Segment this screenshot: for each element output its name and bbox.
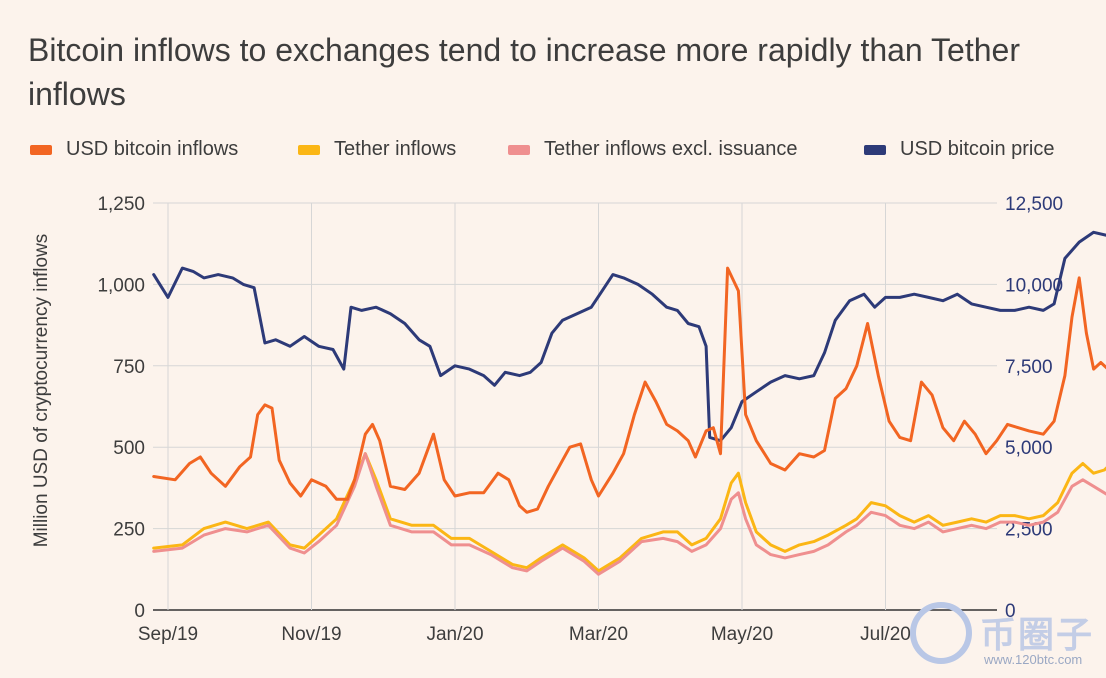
legend-item-tether-inflows-excl-issuance[interactable]: Tether inflows excl. issuance <box>508 138 797 161</box>
watermark-url: www.120btc.com <box>984 652 1083 667</box>
y-tick-label-right: 7,500 <box>1005 357 1053 378</box>
legend-item-tether-inflows[interactable]: Tether inflows <box>298 138 456 161</box>
watermark-text: 币圈子 <box>980 614 1095 655</box>
legend-item-usd-bitcoin-price[interactable]: USD bitcoin price <box>864 138 1055 161</box>
x-tick-label: Nov/19 <box>281 624 341 645</box>
y-tick-label-left: 1,250 <box>97 194 145 215</box>
legend-item-usd-bitcoin-inflows[interactable]: USD bitcoin inflows <box>30 138 238 161</box>
x-tick-label: Jan/20 <box>426 624 483 645</box>
y-tick-label-left: 250 <box>113 520 145 541</box>
y-tick-label-right: 2,500 <box>1005 520 1053 541</box>
legend: USD bitcoin inflows Tether inflows Tethe… <box>0 138 1106 168</box>
y-tick-label-left: 500 <box>113 438 145 459</box>
legend-swatch <box>508 144 530 155</box>
y-tick-label-right: 5,000 <box>1005 438 1053 459</box>
x-tick-label: Mar/20 <box>569 624 628 645</box>
y-tick-label-right: 0 <box>1005 601 1016 622</box>
x-tick-label: May/20 <box>711 624 773 645</box>
x-tick-label: Jul/20 <box>860 624 911 645</box>
series-line-usd-bitcoin-inflows <box>152 266 1106 514</box>
legend-swatch <box>864 144 886 155</box>
chart-title: Bitcoin inflows to exchanges tend to inc… <box>28 32 1020 112</box>
series-line-usd-bitcoin-price <box>152 230 1106 443</box>
legend-label: USD bitcoin price <box>900 138 1055 160</box>
legend-swatch <box>298 144 320 155</box>
y-tick-label-left: 0 <box>134 601 145 622</box>
y-axis-title: Million USD of cryptocurrency inflows <box>31 234 52 548</box>
watermark-logo-icon <box>910 602 972 664</box>
legend-label: Tether inflows <box>334 138 457 160</box>
series-line-tether-inflows-excl-issuance <box>152 452 1106 576</box>
y-tick-label-left: 750 <box>113 357 145 378</box>
y-tick-label-right: 12,500 <box>1005 194 1063 215</box>
x-tick-label: Sep/19 <box>138 624 198 645</box>
y-tick-label-left: 1,000 <box>97 275 145 296</box>
y-tick-label-right: 10,000 <box>1005 275 1063 296</box>
legend-label: Tether inflows excl. issuance <box>544 138 798 160</box>
legend-swatch <box>30 144 52 155</box>
watermark: 币圈子 www.120btc.com <box>910 600 1106 678</box>
legend-label: USD bitcoin inflows <box>66 138 239 160</box>
